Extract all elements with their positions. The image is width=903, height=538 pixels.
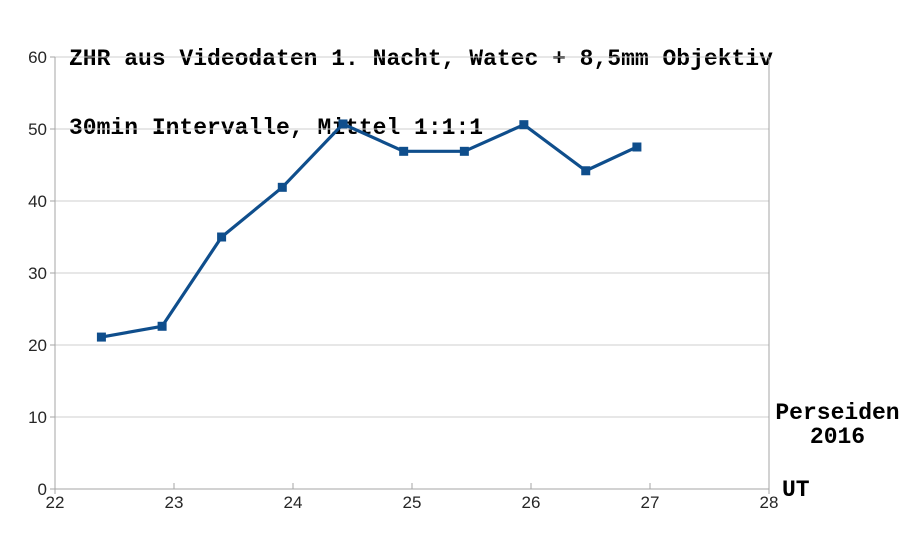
zhr-data-point xyxy=(157,321,167,331)
chart-title-line2: 30min Intervalle, Mittel 1:1:1 xyxy=(69,115,484,141)
zhr-series-line xyxy=(101,122,638,339)
zhr-data-point xyxy=(459,146,469,156)
zhr-data-point xyxy=(519,120,529,130)
x-axis-unit-label: UT xyxy=(782,477,810,503)
annotation-line2: 2016 xyxy=(809,424,866,450)
zhr-data-point xyxy=(399,146,409,156)
y-tick-label: 40 xyxy=(28,192,47,211)
zhr-data-point xyxy=(581,166,591,176)
chart-title-line1: ZHR aus Videodaten 1. Nacht, Watec + 8,5… xyxy=(69,46,773,72)
y-tick-label: 30 xyxy=(28,264,47,283)
annotation-line1: Perseiden xyxy=(775,400,900,426)
y-tick-label: 0 xyxy=(38,480,47,499)
zhr-data-point xyxy=(338,119,348,129)
x-tick-label: 25 xyxy=(403,493,422,512)
zhr-data-point xyxy=(277,182,287,192)
zhr-data-point xyxy=(96,332,106,342)
x-tick-label: 27 xyxy=(641,493,660,512)
x-tick-label: 24 xyxy=(284,493,303,512)
x-tick-label: 28 xyxy=(760,493,779,512)
y-tick-label: 20 xyxy=(28,336,47,355)
annotation-block: Perseiden 2016 xyxy=(772,401,903,449)
y-tick-label: 10 xyxy=(28,408,47,427)
x-tick-label: 22 xyxy=(46,493,65,512)
x-tick-label: 23 xyxy=(165,493,184,512)
zhr-data-point xyxy=(632,142,642,152)
y-tick-label: 60 xyxy=(28,48,47,67)
y-tick-label: 50 xyxy=(28,120,47,139)
chart-title: ZHR aus Videodaten 1. Nacht, Watec + 8,5… xyxy=(69,2,773,186)
x-tick-label: 26 xyxy=(522,493,541,512)
zhr-data-point xyxy=(217,232,227,242)
